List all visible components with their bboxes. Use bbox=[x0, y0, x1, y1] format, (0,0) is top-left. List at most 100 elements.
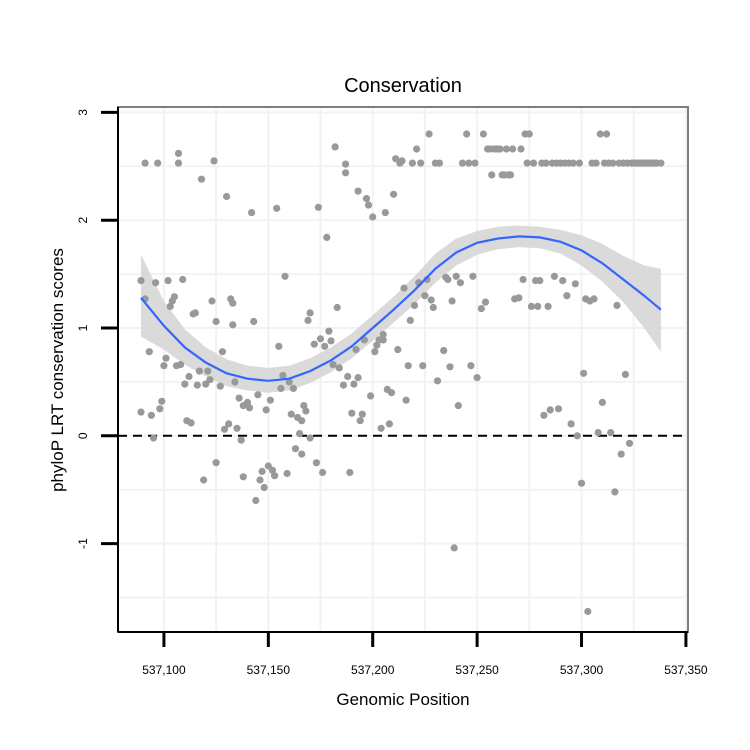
y-tick-label: -1 bbox=[76, 538, 90, 549]
data-point bbox=[273, 204, 281, 212]
data-point bbox=[573, 432, 581, 440]
data-point bbox=[371, 348, 379, 356]
data-point bbox=[298, 450, 306, 458]
data-point bbox=[237, 436, 245, 444]
data-point bbox=[413, 145, 421, 153]
data-point bbox=[609, 159, 617, 167]
data-point bbox=[559, 277, 567, 285]
data-point bbox=[567, 420, 575, 428]
data-point bbox=[314, 203, 322, 211]
data-point bbox=[356, 417, 364, 425]
data-point bbox=[206, 376, 214, 384]
data-point bbox=[160, 362, 168, 370]
data-point bbox=[398, 157, 406, 165]
x-axis-title: Genomic Position bbox=[336, 690, 469, 709]
data-point bbox=[508, 145, 517, 153]
data-point bbox=[450, 544, 458, 552]
data-point bbox=[617, 450, 625, 458]
data-point bbox=[218, 348, 226, 356]
data-point bbox=[208, 297, 216, 305]
data-point bbox=[390, 190, 398, 198]
y-tick-label: 1 bbox=[76, 324, 90, 331]
data-point bbox=[621, 370, 630, 378]
data-point bbox=[433, 377, 442, 385]
data-point bbox=[223, 192, 231, 201]
data-point bbox=[440, 347, 448, 355]
x-tick-label: 537,250 bbox=[455, 663, 499, 677]
x-tick-label: 537,350 bbox=[664, 663, 708, 677]
data-point bbox=[463, 130, 471, 138]
data-point bbox=[239, 473, 247, 481]
data-point bbox=[333, 303, 341, 312]
data-point bbox=[187, 419, 195, 427]
data-point bbox=[527, 302, 536, 310]
y-tick-label: 3 bbox=[76, 109, 90, 116]
data-point bbox=[379, 330, 387, 339]
data-point bbox=[312, 459, 320, 467]
data-point bbox=[204, 367, 212, 375]
data-point bbox=[598, 398, 607, 406]
data-point bbox=[534, 302, 542, 310]
data-point bbox=[550, 272, 559, 280]
data-point bbox=[525, 130, 533, 138]
data-points bbox=[137, 130, 665, 616]
data-point bbox=[287, 410, 295, 418]
data-point bbox=[479, 130, 487, 138]
data-point bbox=[252, 496, 260, 505]
data-point bbox=[306, 309, 314, 317]
data-point bbox=[379, 336, 387, 344]
data-point bbox=[281, 272, 289, 280]
chart-title: Conservation bbox=[344, 75, 462, 97]
smooth-fit-line bbox=[140, 235, 662, 382]
data-point bbox=[229, 321, 237, 329]
data-point bbox=[152, 279, 160, 287]
data-point bbox=[364, 201, 373, 209]
data-point bbox=[200, 476, 208, 484]
data-point bbox=[323, 233, 331, 241]
data-point bbox=[469, 272, 477, 280]
x-tick-label: 537,200 bbox=[351, 663, 395, 677]
data-point bbox=[594, 429, 602, 437]
data-point bbox=[454, 402, 462, 410]
data-point bbox=[331, 143, 339, 151]
data-point bbox=[590, 295, 598, 303]
data-point bbox=[584, 607, 592, 616]
data-point bbox=[563, 292, 571, 300]
data-point bbox=[344, 372, 352, 381]
data-point bbox=[319, 468, 327, 477]
data-point bbox=[346, 468, 354, 477]
data-point bbox=[448, 297, 456, 305]
data-point bbox=[179, 275, 187, 284]
x-tick-label: 537,150 bbox=[247, 663, 291, 677]
data-point bbox=[465, 159, 473, 167]
data-point bbox=[248, 209, 256, 217]
data-point bbox=[477, 305, 485, 313]
data-point bbox=[657, 159, 665, 167]
data-point bbox=[471, 159, 479, 167]
smooth-fit-path bbox=[140, 235, 662, 382]
data-point bbox=[446, 363, 454, 371]
data-point bbox=[358, 410, 366, 418]
data-point bbox=[542, 159, 550, 167]
data-point bbox=[212, 459, 220, 467]
data-point bbox=[296, 430, 304, 438]
data-point bbox=[166, 302, 174, 310]
data-point bbox=[185, 372, 193, 381]
data-point bbox=[569, 159, 577, 167]
data-point bbox=[435, 159, 444, 167]
data-point bbox=[162, 354, 170, 362]
data-point bbox=[170, 293, 178, 301]
data-point bbox=[577, 479, 586, 487]
data-point bbox=[350, 380, 358, 388]
data-point bbox=[339, 381, 348, 389]
data-point bbox=[519, 275, 527, 284]
data-point bbox=[488, 171, 496, 179]
y-axis: -1 0 1 2 3 bbox=[76, 107, 119, 632]
data-point bbox=[467, 362, 475, 370]
data-point bbox=[275, 342, 283, 350]
data-point bbox=[260, 483, 268, 492]
data-point bbox=[197, 175, 206, 183]
data-point bbox=[149, 434, 158, 442]
data-point bbox=[427, 296, 435, 304]
data-point bbox=[408, 159, 416, 167]
